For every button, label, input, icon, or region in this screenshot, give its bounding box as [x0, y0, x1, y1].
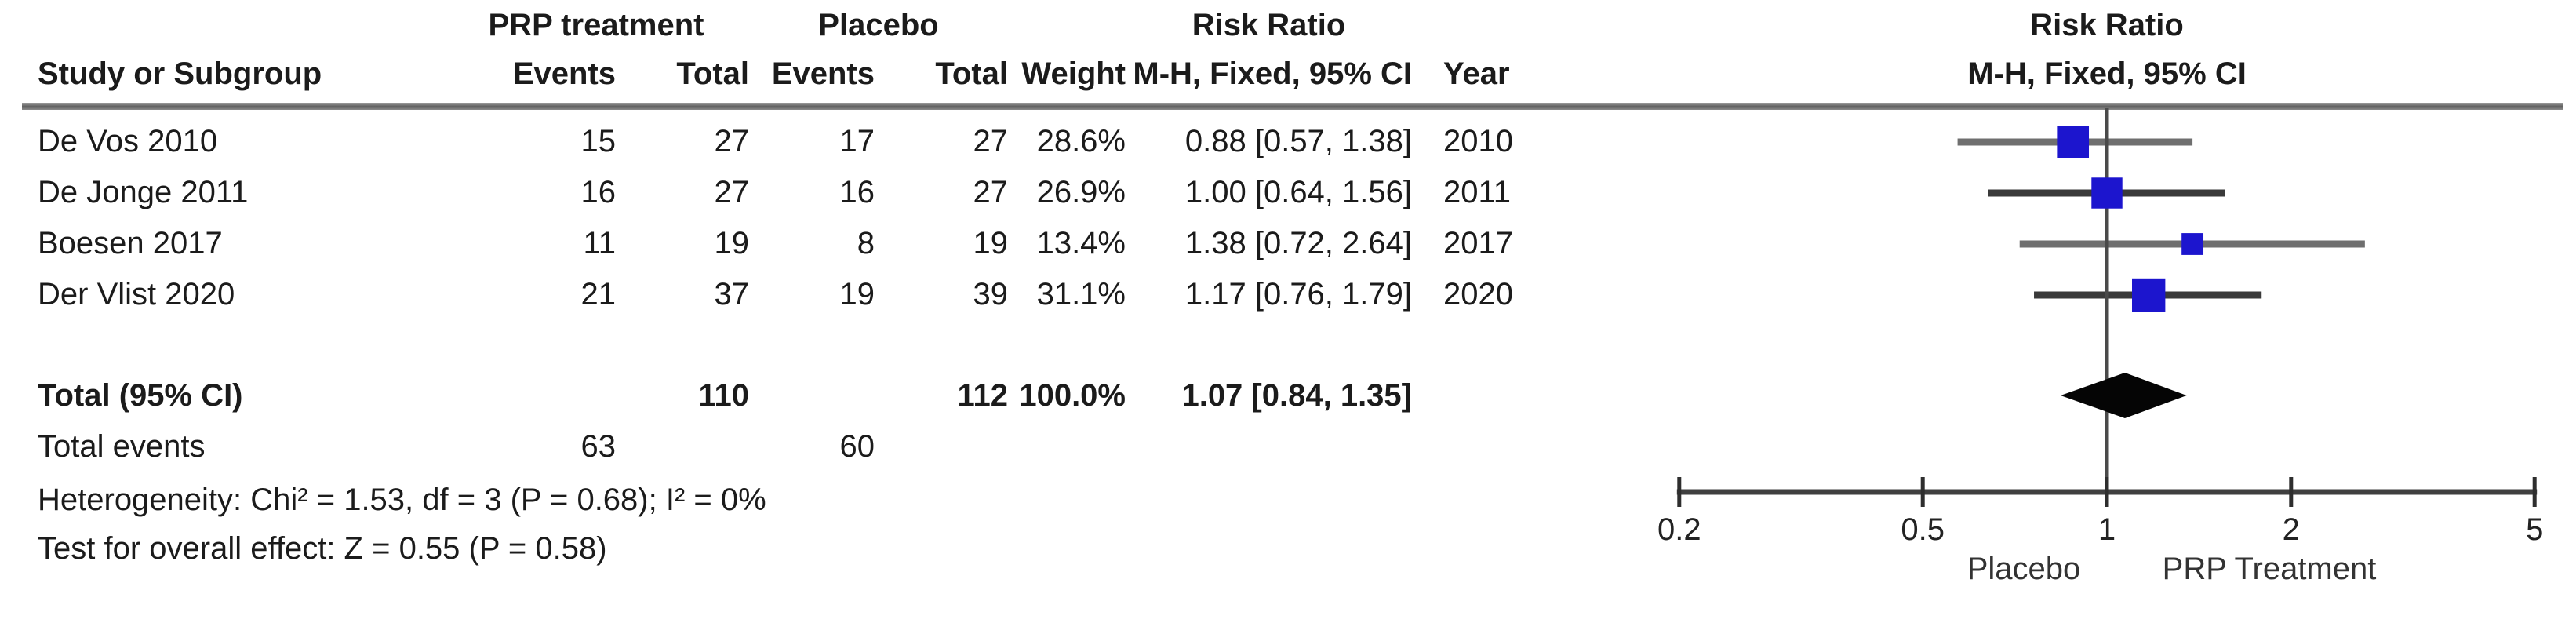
placebo-total-value: 27	[973, 175, 1009, 209]
heterogeneity-text: Heterogeneity: Chi² = 1.53, df = 3 (P = …	[38, 483, 766, 517]
weight-value: 26.9%	[1036, 175, 1126, 209]
placebo-events-value: 16	[839, 175, 875, 209]
placebo-events-value: 8	[857, 226, 875, 260]
axis-tick	[1920, 477, 1925, 507]
total-weight: 100.0%	[1019, 378, 1126, 413]
effect-square	[2131, 278, 2166, 312]
weight-col-header: Weight	[1021, 56, 1126, 91]
prp-group-header: PRP treatment	[488, 8, 704, 42]
risk-ratio-ci-text: 1.17 [0.76, 1.79]	[1184, 277, 1412, 312]
axis-tick	[1677, 477, 1682, 507]
overall-effect-text: Test for overall effect: Z = 0.55 (P = 0…	[38, 531, 607, 566]
table-row: De Jonge 2011 16 27 16 27 26.9% 1.00 [0.…	[0, 167, 1561, 218]
total-events-prp: 63	[580, 429, 617, 464]
table-row: De Vos 2010 15 27 17 27 28.6% 0.88 [0.57…	[0, 116, 1561, 167]
total-events-label: Total events	[38, 429, 206, 464]
study-label: Der Vlist 2020	[38, 277, 235, 312]
plot-mh-ci-header: M-H, Fixed, 95% CI	[1967, 56, 2247, 91]
study-label: De Jonge 2011	[38, 175, 249, 209]
prp-events-value: 15	[580, 124, 617, 158]
year-value: 2020	[1443, 277, 1513, 312]
prp-total-value: 27	[714, 175, 750, 209]
axis-tick	[2105, 477, 2109, 507]
axis-tick	[2289, 477, 2294, 507]
risk-ratio-ci-text: 0.88 [0.57, 1.38]	[1184, 124, 1412, 158]
axis-tick-label: 1	[2098, 512, 2116, 547]
total-ci-text: 1.07 [0.84, 1.35]	[1181, 378, 1412, 413]
plot-vline	[2105, 108, 2109, 492]
prp-events-value: 21	[580, 277, 617, 312]
weight-value: 13.4%	[1036, 226, 1126, 260]
header-rule	[22, 103, 2563, 110]
axis-tick	[2532, 477, 2537, 507]
placebo-events-col-header: Events	[771, 56, 875, 91]
study-label: De Vos 2010	[38, 124, 218, 158]
placebo-total-value: 39	[973, 277, 1009, 312]
prp-total-value: 27	[714, 124, 750, 158]
group-header-row: PRP treatment Placebo Risk Ratio	[0, 6, 1561, 44]
placebo-total-value: 19	[973, 226, 1009, 260]
placebo-total-value: 27	[973, 124, 1009, 158]
risk-ratio-group-header: Risk Ratio	[1192, 8, 1346, 42]
favours-right-label: PRP Treatment	[2162, 552, 2377, 586]
axis-tick-label: 5	[2526, 512, 2544, 547]
axis-tick-label: 0.5	[1901, 512, 1945, 547]
placebo-events-value: 19	[839, 277, 875, 312]
total-placebo-total: 112	[957, 378, 1008, 413]
year-value: 2017	[1443, 226, 1513, 260]
effect-square	[2057, 126, 2090, 158]
total-events-placebo: 60	[839, 429, 875, 464]
summary-diamond	[2060, 373, 2187, 418]
risk-ratio-ci-text: 1.00 [0.64, 1.56]	[1184, 175, 1412, 209]
placebo-events-value: 17	[839, 124, 875, 158]
table-row: Boesen 2017 11 19 8 19 13.4% 1.38 [0.72,…	[0, 218, 1561, 269]
year-col-header: Year	[1443, 56, 1510, 91]
weight-value: 28.6%	[1036, 124, 1126, 158]
mh-ci-col-header: M-H, Fixed, 95% CI	[1133, 56, 1412, 91]
prp-events-value: 16	[580, 175, 617, 209]
plot-risk-ratio-header: Risk Ratio	[2030, 8, 2184, 42]
effect-square	[2091, 177, 2123, 209]
total-events-row: Total events 63 60	[0, 421, 1561, 472]
year-value: 2011	[1443, 175, 1512, 209]
axis-tick-label: 2	[2282, 512, 2300, 547]
total-prp-total: 110	[698, 378, 749, 413]
prp-events-value: 11	[583, 226, 616, 260]
axis-tick-label: 0.2	[1657, 512, 1701, 547]
favours-left-label: Placebo	[1967, 552, 2081, 586]
placebo-total-col-header: Total	[935, 56, 1008, 91]
prp-events-col-header: Events	[512, 56, 616, 91]
total-label: Total (95% CI)	[38, 378, 243, 413]
prp-total-value: 19	[714, 226, 750, 260]
year-value: 2010	[1443, 124, 1513, 158]
table-row: Der Vlist 2020 21 37 19 39 31.1% 1.17 [0…	[0, 269, 1561, 320]
column-header-row: Study or Subgroup Events Total Events To…	[0, 50, 1561, 97]
prp-total-value: 37	[714, 277, 750, 312]
study-label: Boesen 2017	[38, 226, 223, 260]
weight-value: 31.1%	[1036, 277, 1126, 312]
prp-total-col-header: Total	[676, 56, 749, 91]
study-col-header: Study or Subgroup	[38, 56, 322, 91]
placebo-group-header: Placebo	[818, 8, 939, 42]
total-row: Total (95% CI) 110 112 100.0% 1.07 [0.84…	[0, 370, 1561, 421]
risk-ratio-ci-text: 1.38 [0.72, 2.64]	[1184, 226, 1412, 260]
effect-square	[2181, 233, 2204, 255]
